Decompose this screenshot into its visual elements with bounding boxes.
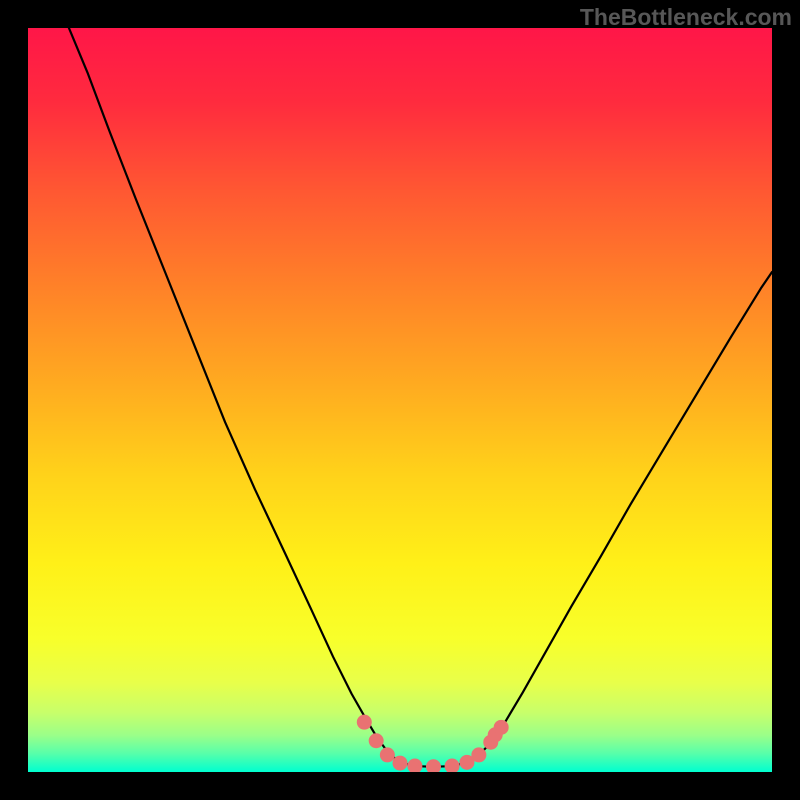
plot-area <box>28 28 772 772</box>
curve-marker <box>426 759 441 772</box>
curve-marker <box>393 756 408 771</box>
curve-marker <box>357 715 372 730</box>
curve-marker <box>445 759 460 772</box>
bottleneck-curve-layer <box>28 28 772 772</box>
curve-marker <box>471 747 486 762</box>
curve-marker <box>494 720 509 735</box>
watermark-text: TheBottleneck.com <box>580 4 792 31</box>
bottleneck-curve <box>69 28 772 767</box>
curve-marker <box>369 733 384 748</box>
curve-marker <box>380 747 395 762</box>
curve-marker <box>407 759 422 772</box>
